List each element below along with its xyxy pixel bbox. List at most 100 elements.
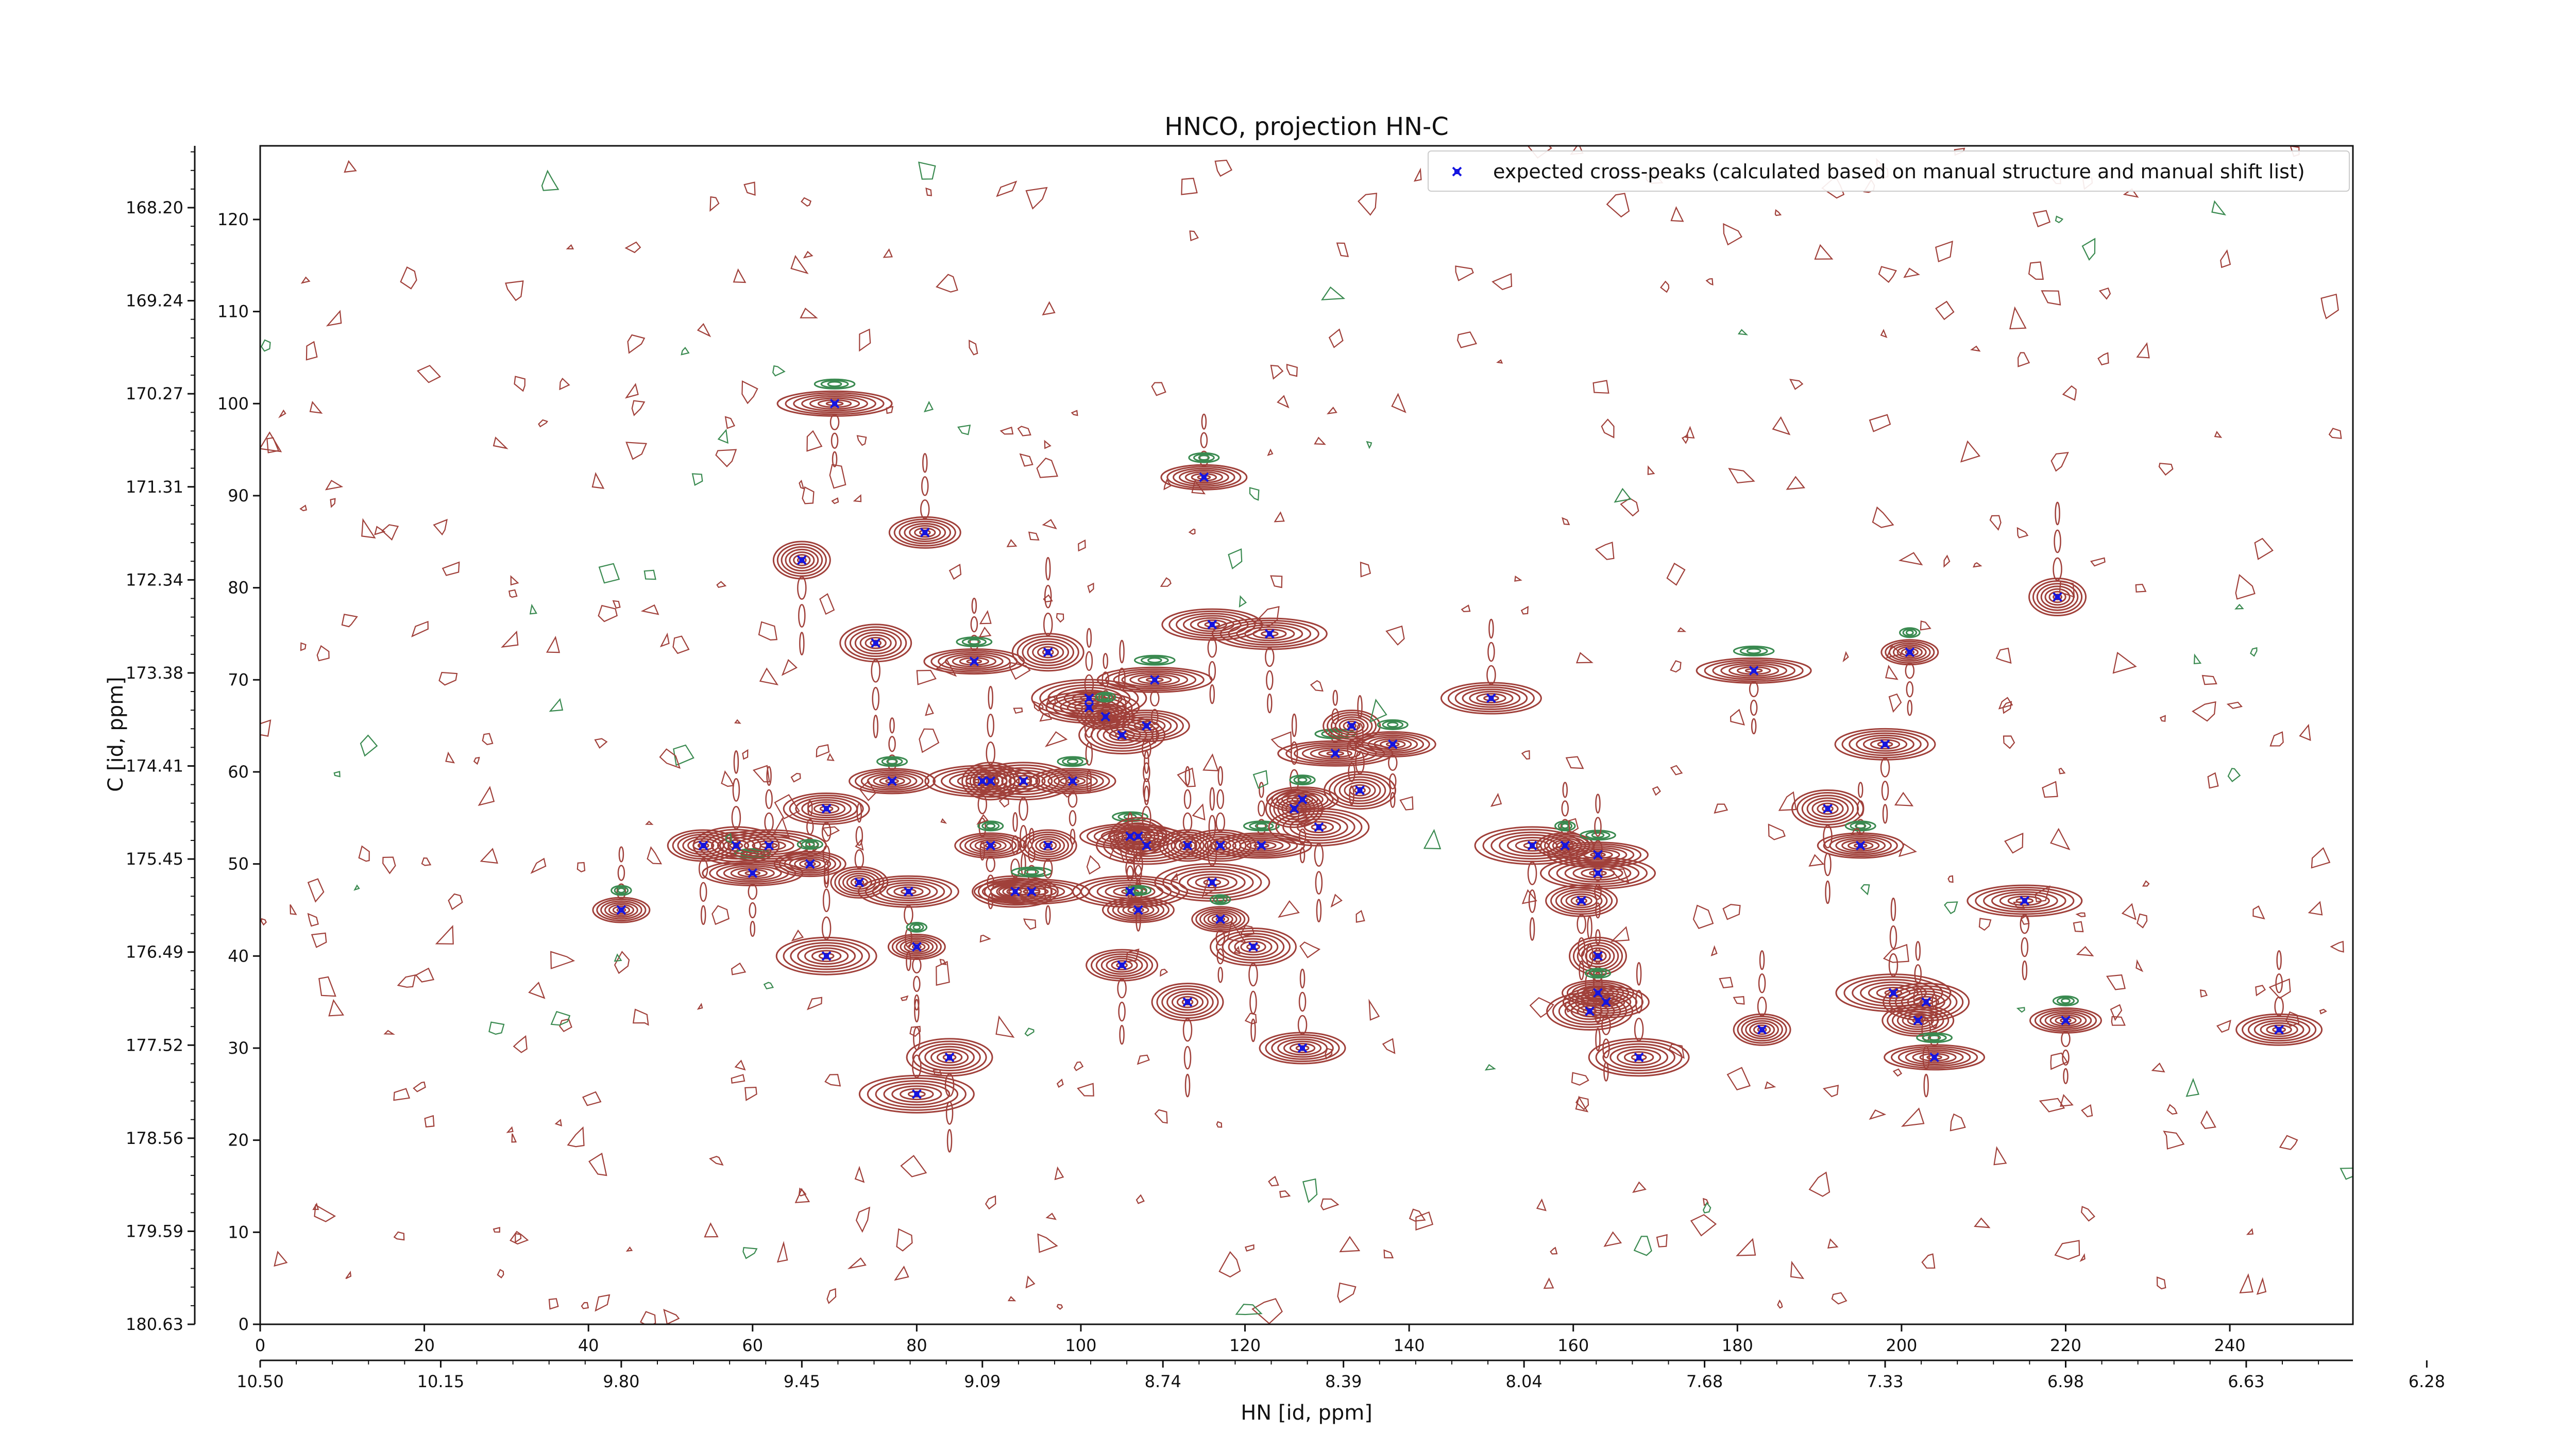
noise-contour	[546, 635, 561, 653]
contour-ring	[1310, 747, 1361, 760]
contour-ring	[1121, 716, 1172, 736]
noise-contour	[731, 962, 747, 975]
expected-peak-marker	[1207, 619, 1217, 630]
peak-contour-group	[1151, 983, 1224, 1098]
noise-contour	[2156, 1276, 2166, 1290]
noise-contour	[505, 280, 524, 301]
noise-contour	[1036, 457, 1058, 478]
noise-contour	[1137, 1054, 1150, 1065]
contour-ring	[729, 842, 743, 849]
contour-ring	[1311, 823, 1327, 831]
contour-ring	[942, 1054, 957, 1061]
contour-ring	[1568, 936, 1627, 975]
negative-contour	[1554, 820, 1576, 832]
contour-ring	[1857, 782, 1863, 798]
x-tick-label: 220	[2050, 1336, 2081, 1355]
contour-ring	[839, 624, 912, 663]
noise-contour	[400, 266, 417, 290]
contour-ring	[1594, 817, 1602, 837]
contour-ring	[1880, 639, 1939, 666]
noise-contour	[1216, 1121, 1223, 1128]
noise-contour	[2016, 1007, 2025, 1013]
expected-peak-marker	[1100, 712, 1111, 722]
contour-ring	[887, 933, 946, 960]
contour-ring	[1208, 661, 1216, 681]
contour-ring	[1572, 866, 1623, 881]
noise-contour	[1154, 1109, 1168, 1124]
noise-contour	[1385, 625, 1405, 646]
noise-contour	[1565, 1002, 1575, 1013]
contour-ring	[1209, 787, 1215, 811]
noise-contour	[916, 669, 937, 685]
y-ppm-tick-label: 175.45	[126, 849, 183, 869]
contour-ring	[1572, 939, 1623, 973]
negative-contour	[1592, 970, 1603, 976]
contour-ring	[1983, 889, 2066, 913]
peak-contour-group	[1086, 949, 1159, 1045]
contour-ring	[1110, 831, 1183, 860]
contour-ring	[1286, 793, 1319, 806]
negative-contour	[1916, 1032, 1953, 1043]
contour-ring	[1447, 684, 1535, 713]
expected-peak-marker	[821, 803, 832, 814]
noise-contour	[1492, 273, 1513, 291]
noise-contour	[506, 1126, 514, 1133]
contour-ring	[781, 546, 823, 575]
contour-ring	[799, 632, 805, 655]
contour-ring	[984, 880, 1047, 904]
contour-ring	[1897, 1048, 1971, 1067]
expected-peak-marker	[1585, 1006, 1595, 1016]
noise-contour	[1044, 731, 1068, 747]
noise-contour	[1087, 582, 1094, 594]
contour-ring	[1029, 768, 1116, 795]
noise-contour	[612, 600, 621, 609]
noise-contour	[1921, 1253, 1936, 1269]
x-ppm-tick-label: 8.04	[1506, 1372, 1543, 1391]
expected-peak-marker	[2020, 896, 2030, 906]
contour-ring	[1160, 464, 1248, 491]
expected-peak-marker	[1593, 951, 1603, 961]
expected-peak-marker	[796, 555, 807, 565]
noise-contour	[1007, 1296, 1016, 1302]
negative-contour	[2056, 997, 2075, 1005]
contour-ring	[600, 900, 642, 920]
noise-contour	[742, 1247, 758, 1259]
peak-contour-group	[839, 624, 912, 738]
contour-ring	[832, 451, 838, 467]
contour-ring	[1209, 840, 1231, 851]
noise-contour	[1883, 943, 1909, 963]
contour-ring	[1801, 795, 1854, 823]
noise-contour	[681, 347, 690, 356]
contour-ring	[1106, 957, 1138, 973]
noise-contour	[2207, 772, 2219, 789]
negative-contour	[617, 887, 625, 894]
noise-contour	[936, 659, 957, 677]
contour-ring	[944, 1073, 955, 1097]
noise-contour	[624, 383, 639, 399]
noise-contour	[1565, 756, 1584, 769]
contour-ring	[855, 826, 863, 846]
contour-ring	[1529, 917, 1535, 941]
contour-ring	[867, 773, 918, 789]
noise-contour	[1869, 414, 1891, 432]
expected-peak-marker	[1634, 1052, 1644, 1063]
negative-contour	[1844, 820, 1876, 832]
noise-contour	[1878, 266, 1897, 283]
contour-ring	[1100, 690, 1110, 706]
contour-ring	[1589, 950, 1607, 963]
noise-contour	[326, 310, 342, 327]
noise-contour	[1044, 440, 1052, 449]
y-tick-label: 10	[228, 1222, 249, 1242]
contour-ring	[1913, 996, 1939, 1008]
noise-contour	[2256, 1277, 2267, 1295]
contour-ring	[913, 975, 921, 992]
noise-contour	[744, 1086, 757, 1101]
contour-ring	[1357, 695, 1363, 719]
expected-peak-marker	[1141, 840, 1151, 851]
noise-contour	[1869, 1109, 1887, 1120]
contour-ring	[1117, 902, 1160, 918]
noise-contour	[497, 1269, 504, 1278]
noise-contour	[773, 817, 790, 839]
negative-contour	[1147, 657, 1162, 664]
expected-peak-marker	[1125, 831, 1135, 841]
